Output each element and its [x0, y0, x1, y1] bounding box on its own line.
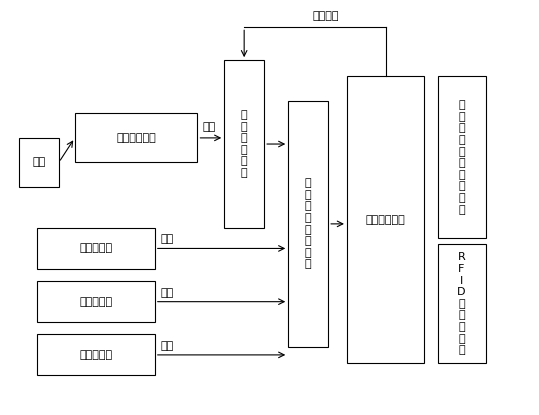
Text: 湿度: 湿度: [160, 341, 174, 351]
Text: 压力: 压力: [160, 288, 174, 298]
Text: 温度传感器: 温度传感器: [80, 244, 113, 254]
Text: 频
率
测
量
装
置: 频 率 测 量 装 置: [241, 110, 247, 178]
Text: 声表面波器件: 声表面波器件: [116, 133, 156, 143]
Bar: [37, 228, 155, 269]
Bar: [438, 244, 486, 363]
Text: 湿度传感器: 湿度传感器: [80, 350, 113, 360]
Text: 控制信号: 控制信号: [312, 11, 339, 21]
Text: 频率: 频率: [203, 122, 216, 132]
Bar: [288, 101, 328, 347]
Text: 数
据
采
集
处
理
单
元: 数 据 采 集 处 理 单 元: [305, 178, 312, 269]
Bar: [37, 281, 155, 322]
Bar: [19, 138, 59, 187]
Text: R
F
I
D
物
联
网
接
口: R F I D 物 联 网 接 口: [457, 252, 466, 355]
Bar: [75, 113, 197, 162]
Bar: [438, 76, 486, 238]
Text: 智能控制模块: 智能控制模块: [365, 215, 405, 225]
Text: 压力传感器: 压力传感器: [80, 297, 113, 307]
Bar: [347, 76, 424, 363]
Bar: [224, 60, 264, 228]
Text: 氢气: 氢气: [32, 157, 45, 168]
Bar: [37, 334, 155, 376]
Text: 神
经
网
络
误
差
补
偿
单
元: 神 经 网 络 误 差 补 偿 单 元: [458, 100, 465, 215]
Text: 温度: 温度: [160, 234, 174, 244]
